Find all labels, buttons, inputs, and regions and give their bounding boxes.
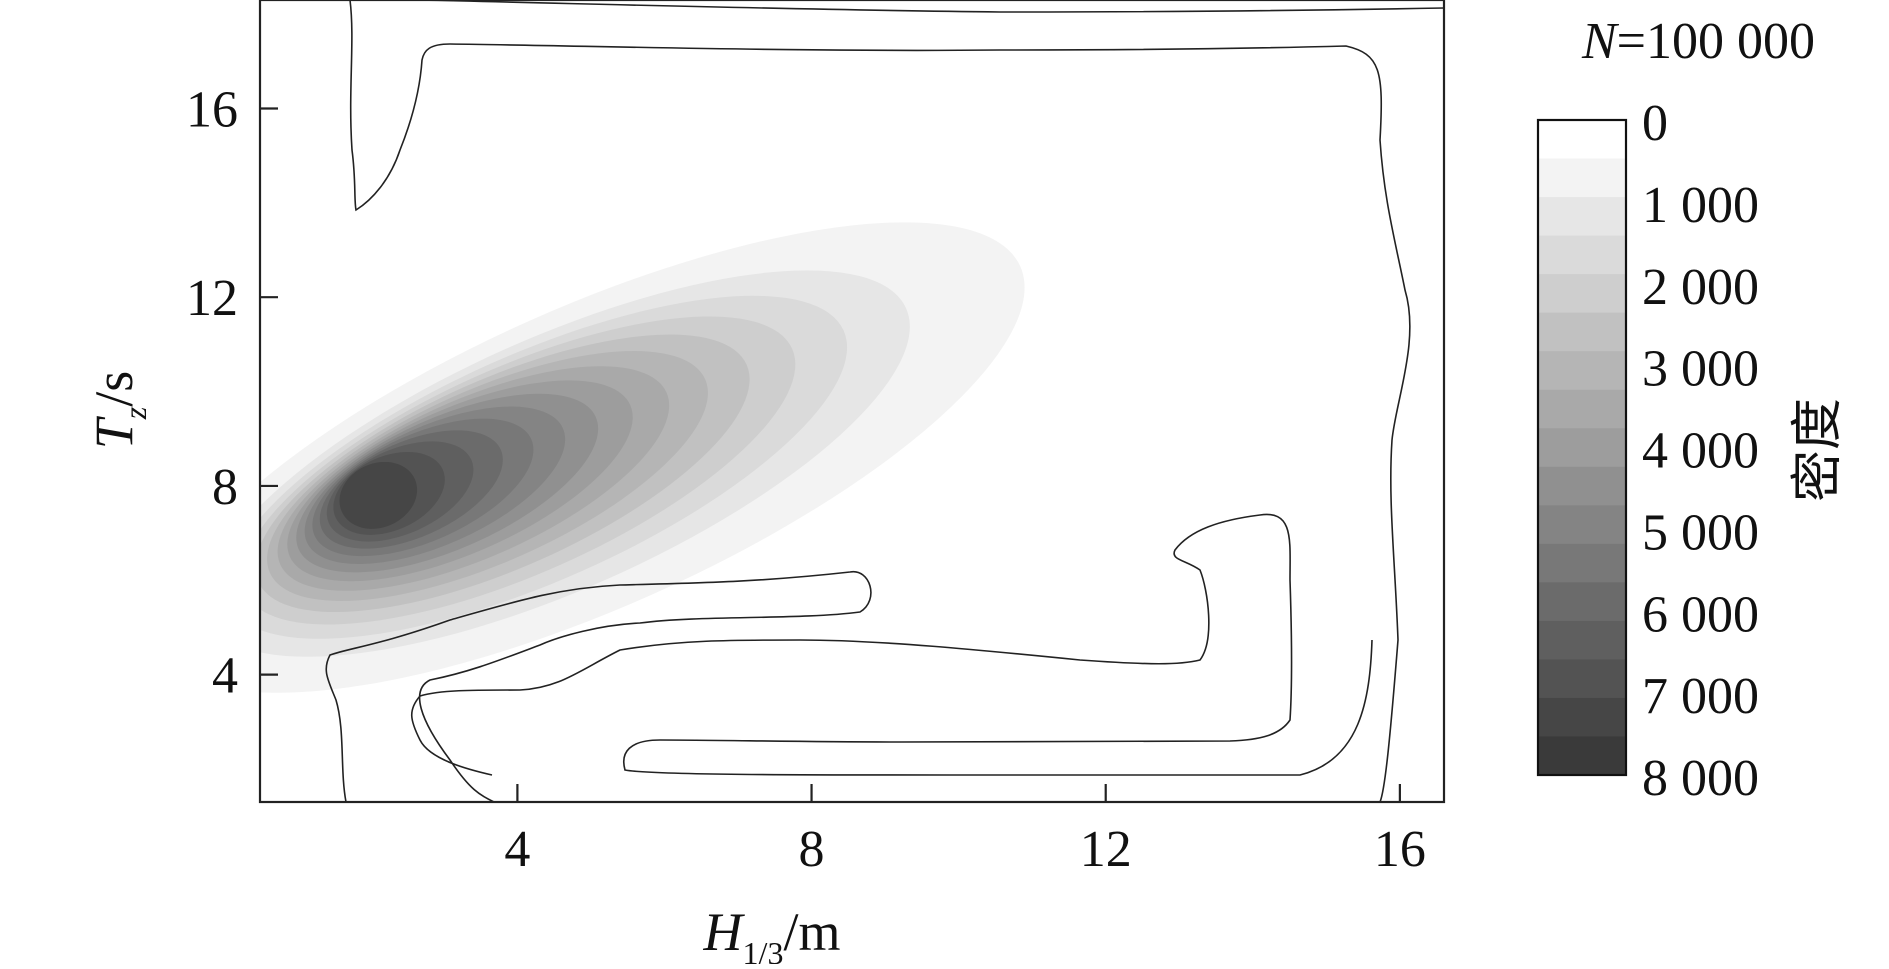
y-tick-label: 12 [186, 270, 238, 327]
colorbar-band-4 [1538, 274, 1626, 314]
colorbar-band-10 [1538, 505, 1626, 545]
colorbar-tick-label: 4 000 [1642, 423, 1759, 480]
x-axis-ticks: 4 8 12 16 [504, 784, 1426, 878]
colorbar [1538, 120, 1626, 776]
y-tick-label: 16 [186, 82, 238, 139]
colorbar-band-6 [1538, 351, 1626, 391]
colorbar-band-12 [1538, 582, 1626, 622]
colorbar-band-15 [1538, 697, 1626, 738]
x-axis-title-unit: /m [783, 902, 840, 962]
x-tick-label: 8 [799, 821, 825, 878]
colorbar-band-7 [1538, 389, 1626, 429]
contour-line-outer [349, 0, 1411, 802]
colorbar-frame [1536, 118, 1628, 777]
sample-size-value: =100 000 [1617, 13, 1815, 70]
x-tick-label: 12 [1080, 821, 1132, 878]
colorbar-band-5 [1538, 312, 1626, 352]
x-tick-label: 16 [1374, 821, 1426, 878]
x-axis-title: H1/3/m [703, 902, 841, 964]
density-contour-fill [260, 222, 1025, 693]
y-tick-label: 4 [212, 648, 238, 705]
colorbar-tick-label: 0 [1642, 95, 1668, 152]
y-axis-title: Tz/s [84, 371, 153, 450]
contour-line-top [419, 0, 1444, 13]
density-band-15 [339, 461, 418, 529]
colorbar-band-2 [1538, 197, 1626, 237]
y-axis-title-main: T [84, 415, 144, 449]
colorbar-band-1 [1538, 158, 1626, 198]
x-axis-title-sub: 1/3 [743, 935, 784, 964]
colorbar-band-11 [1538, 543, 1626, 583]
colorbar-band-13 [1538, 620, 1626, 661]
colorbar-band-0 [1538, 120, 1626, 159]
colorbar-band-9 [1538, 466, 1626, 506]
colorbar-band-16 [1538, 736, 1626, 776]
plot-frame [258, 0, 1446, 804]
y-axis-ticks: 4 8 12 16 [186, 82, 278, 705]
colorbar-tick-label: 7 000 [1642, 668, 1759, 725]
contour-line-inner-tongue [410, 513, 1373, 776]
colorbar-tick-label: 2 000 [1642, 259, 1759, 316]
zero-level-contour-lines [325, 0, 1444, 802]
contour-line-bottom-left [325, 571, 872, 802]
colorbar-tick-label: 8 000 [1642, 750, 1759, 807]
sample-size-var: N [1581, 13, 1620, 70]
x-tick-label: 4 [504, 821, 530, 878]
colorbar-band-14 [1538, 659, 1626, 699]
colorbar-tick-label: 3 000 [1642, 341, 1759, 398]
sample-size-label: N=100 000 [1581, 13, 1815, 70]
colorbar-title: 密度 [1790, 398, 1847, 502]
colorbar-band-8 [1538, 428, 1626, 468]
y-axis-title-unit: /s [84, 371, 144, 407]
y-axis-title-sub: z [117, 406, 153, 420]
y-tick-label: 8 [212, 459, 238, 516]
x-axis-title-main: H [703, 902, 746, 962]
colorbar-tick-labels: 0 1 000 2 000 3 000 4 000 5 000 6 000 7 000 8 00… [1642, 95, 1759, 807]
colorbar-tick-label: 1 000 [1642, 177, 1759, 234]
colorbar-tick-label: 6 000 [1642, 586, 1759, 643]
colorbar-tick-label: 5 000 [1642, 504, 1759, 561]
colorbar-band-3 [1538, 235, 1626, 275]
